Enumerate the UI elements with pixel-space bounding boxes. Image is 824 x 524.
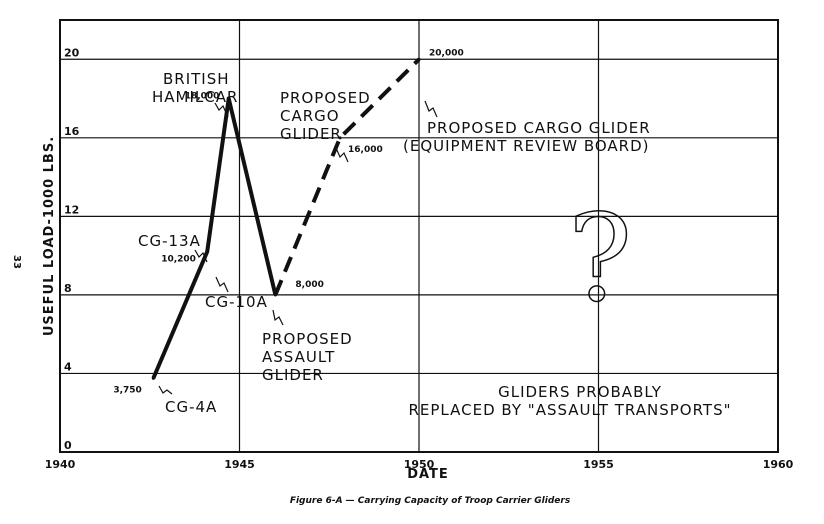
annotation-proposed-cargo-line1: PROPOSED bbox=[280, 89, 371, 107]
grid-lines bbox=[60, 20, 778, 452]
data-point bbox=[205, 250, 209, 254]
data-value-label: 20,000 bbox=[429, 48, 464, 58]
data-point bbox=[151, 376, 155, 380]
leader-hamilcar bbox=[214, 102, 229, 118]
leader-proposed-cargo bbox=[335, 147, 349, 163]
data-point bbox=[417, 57, 421, 61]
data-value-label: 16,000 bbox=[348, 145, 383, 155]
leader-assault bbox=[272, 309, 284, 326]
proposed-series-line bbox=[273, 57, 421, 296]
annotation-assault-line1: PROPOSED bbox=[262, 330, 353, 348]
figure-caption: Figure 6-A — Carrying Capacity of Troop … bbox=[290, 496, 571, 506]
annotation-equipment-line2: (EQUIPMENT REVIEW BOARD) bbox=[403, 137, 649, 155]
annotation-cg4a: CG-4A bbox=[165, 398, 217, 416]
y-tick-labels: 0 4 8 12 16 20 bbox=[64, 46, 80, 452]
annotation-cg13a: CG-13A bbox=[138, 232, 201, 250]
data-point bbox=[338, 136, 342, 140]
x-tick-label: 1955 bbox=[583, 458, 614, 471]
page-number: 33 bbox=[11, 255, 22, 269]
y-axis-title: USEFUL LOAD-1000 LBS. bbox=[42, 136, 57, 336]
annotation-equipment-line1: PROPOSED CARGO GLIDER bbox=[427, 119, 651, 137]
annotation-transports-line2: REPLACED BY "ASSAULT TRANSPORTS" bbox=[408, 401, 731, 419]
leader-lines bbox=[158, 100, 438, 395]
annotation-transports-line1: GLIDERS PROBABLY bbox=[498, 383, 662, 401]
annotation-cg10a: CG-10A bbox=[205, 293, 268, 311]
y-tick-label: 0 bbox=[64, 439, 72, 452]
annotation-assault-line2: ASSAULT bbox=[262, 348, 335, 366]
x-tick-labels: 1940 1945 1950 1955 1960 bbox=[45, 458, 794, 471]
question-mark-annotation: ? bbox=[568, 190, 632, 329]
x-tick-label: 1950 bbox=[404, 458, 435, 471]
leader-cg13a bbox=[194, 249, 208, 263]
y-tick-label: 20 bbox=[64, 46, 80, 59]
data-value-label: 3,750 bbox=[113, 385, 141, 395]
data-point bbox=[273, 293, 277, 297]
leader-cg4a bbox=[158, 385, 173, 395]
value-labels: 3,750 10,200 18,000 8,000 16,000 20,000 bbox=[113, 48, 463, 395]
series-layer bbox=[151, 57, 421, 380]
plot-frame bbox=[59, 19, 779, 453]
x-tick-label: 1960 bbox=[763, 458, 794, 471]
x-tick-label: 1940 bbox=[45, 458, 76, 471]
y-tick-label: 8 bbox=[64, 282, 72, 295]
annotation-proposed-cargo-line2: CARGO bbox=[280, 107, 340, 125]
x-axis-title: DATE bbox=[407, 467, 449, 482]
annotation-assault-line3: GLIDER bbox=[262, 366, 324, 384]
x-tick-label: 1945 bbox=[224, 458, 255, 471]
actual-series-line bbox=[151, 96, 278, 380]
y-tick-label: 4 bbox=[64, 360, 72, 373]
data-value-label: 18,000 bbox=[185, 92, 220, 102]
data-point bbox=[227, 97, 231, 101]
leader-equipment bbox=[424, 100, 438, 118]
data-value-label: 8,000 bbox=[295, 280, 323, 290]
data-value-label: 10,200 bbox=[161, 255, 196, 265]
y-tick-label: 12 bbox=[64, 203, 79, 216]
y-tick-label: 16 bbox=[64, 125, 80, 138]
annotation-hamilcar-line1: BRITISH bbox=[163, 70, 230, 88]
annotation-hamilcar-line2: HAMILCAR bbox=[152, 88, 238, 106]
leader-cg10a bbox=[215, 276, 229, 293]
annotation-proposed-cargo-line3: GLIDER bbox=[280, 125, 342, 143]
